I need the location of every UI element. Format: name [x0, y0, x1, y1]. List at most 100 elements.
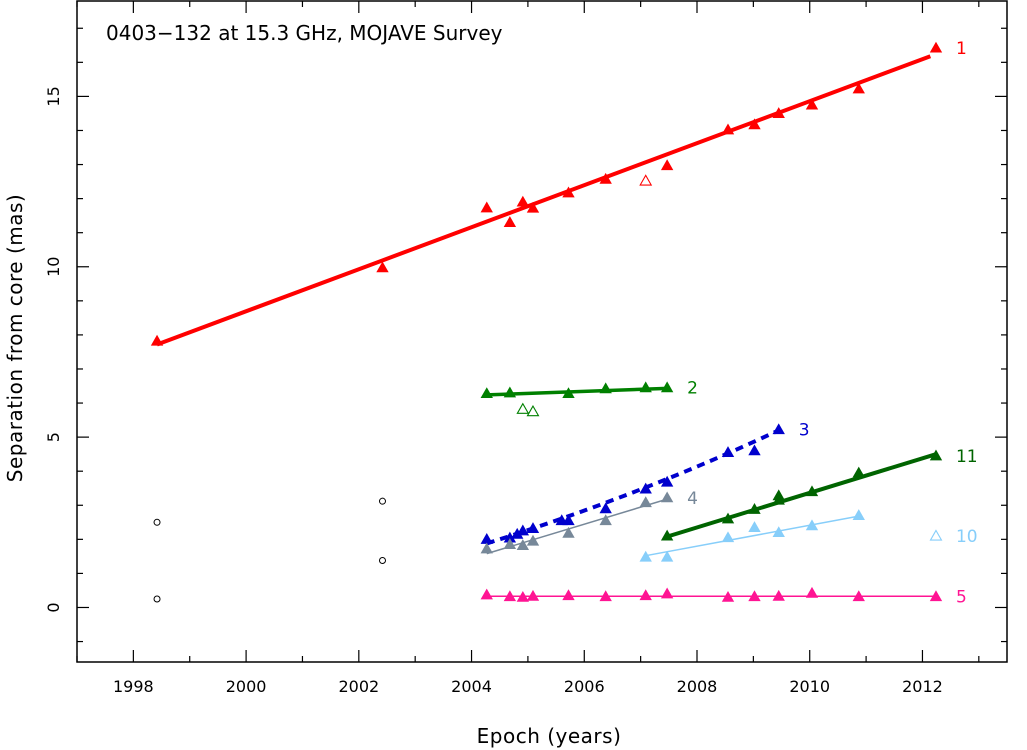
open-data-point-1 — [639, 174, 653, 186]
data-point-4 — [526, 534, 540, 546]
data-point-10 — [721, 531, 735, 543]
data-point-11 — [929, 449, 943, 461]
y-tick-label: 0 — [44, 602, 63, 612]
data-point-4 — [516, 539, 530, 550]
fit-line-3 — [486, 428, 780, 546]
open-data-point-10 — [929, 529, 943, 541]
data-point-3 — [639, 482, 652, 494]
fit-line-1 — [156, 54, 932, 347]
data-point-10 — [660, 550, 674, 562]
data-point-3 — [599, 502, 612, 514]
data-point-11 — [852, 466, 865, 478]
data-point-5 — [639, 589, 652, 601]
axis-ticks — [76, 1, 1007, 662]
component-label-1: 1 — [956, 39, 967, 59]
x-axis-title: Epoch (years) — [477, 724, 622, 748]
plot-frame — [76, 0, 1008, 663]
x-tick-label: 2010 — [789, 677, 830, 696]
data-point-4 — [480, 542, 493, 554]
data-point-5 — [929, 590, 943, 602]
data-point-10 — [748, 521, 761, 532]
data-point-1 — [503, 216, 517, 227]
data-point-1 — [516, 195, 530, 207]
data-point-11 — [805, 485, 819, 497]
data-point-1 — [150, 334, 164, 346]
data-point-11 — [721, 512, 735, 524]
data-point-10 — [772, 526, 785, 538]
component-label-2: 2 — [687, 379, 698, 399]
data-point-2 — [639, 381, 652, 393]
data-point-5 — [599, 590, 612, 602]
component-label-11: 11 — [956, 447, 978, 467]
data-point-5 — [480, 588, 493, 600]
fit-line-4 — [486, 498, 668, 555]
data-point-11 — [748, 503, 761, 514]
x-tick-label: 2008 — [677, 677, 718, 696]
open-data-point-2 — [516, 402, 530, 414]
data-point-4 — [639, 496, 652, 508]
data-point-1 — [480, 201, 493, 213]
data-point-2 — [480, 387, 493, 399]
x-tick-label: 2002 — [338, 677, 379, 696]
data-point-3 — [516, 524, 530, 536]
data-point-10 — [805, 519, 819, 531]
data-point-11 — [660, 529, 674, 541]
data-point-1 — [852, 82, 865, 94]
y-tick-label: 5 — [44, 432, 63, 442]
component-label-4: 4 — [687, 489, 698, 509]
data-point-10 — [639, 550, 652, 562]
x-tick-label: 2000 — [226, 677, 267, 696]
x-tick-label: 2006 — [564, 677, 605, 696]
data-point-1 — [772, 107, 785, 118]
fit-line-2 — [486, 386, 668, 397]
y-axis-title: Separation from core (mas) — [3, 194, 27, 482]
data-point-3 — [526, 522, 540, 533]
data-point-5 — [852, 590, 865, 602]
data-point-5 — [748, 590, 761, 602]
data-point-4 — [599, 514, 612, 526]
circle-point — [378, 556, 386, 564]
data-point-2 — [503, 386, 517, 398]
data-point-3 — [660, 475, 674, 487]
data-point-5 — [562, 589, 575, 601]
x-tick-label: 2004 — [451, 677, 492, 696]
component-label-3: 3 — [799, 421, 810, 441]
data-point-5 — [503, 590, 517, 602]
data-point-2 — [562, 387, 575, 399]
data-point-5 — [805, 586, 819, 598]
x-tick-label: 1998 — [113, 677, 154, 696]
data-point-5 — [721, 590, 735, 602]
data-point-3 — [721, 446, 735, 457]
data-point-3 — [748, 444, 761, 456]
data-point-1 — [376, 261, 389, 273]
data-point-5 — [660, 587, 674, 599]
data-point-1 — [660, 159, 674, 171]
data-point-3 — [562, 514, 575, 526]
data-point-3 — [772, 423, 785, 435]
data-point-1 — [748, 118, 761, 130]
data-point-11 — [772, 489, 785, 501]
chart-title: 0403−132 at 15.3 GHz, MOJAVE Survey — [106, 21, 503, 45]
circle-point — [378, 497, 386, 505]
open-data-point-2 — [526, 404, 540, 417]
data-point-1 — [805, 98, 819, 110]
data-point-1 — [562, 186, 575, 198]
data-point-4 — [660, 491, 674, 503]
component-label-10: 10 — [956, 527, 978, 547]
data-point-2 — [599, 382, 612, 394]
data-point-1 — [599, 172, 612, 184]
data-point-2 — [660, 381, 674, 393]
data-point-5 — [516, 590, 530, 602]
data-point-10 — [852, 509, 865, 521]
x-tick-label: 2012 — [902, 677, 943, 696]
fit-line-10 — [645, 515, 859, 557]
component-label-5: 5 — [956, 588, 967, 608]
tick-labels: 1998 2000 2002 2004 2006 2008 2010 2012 0 5 10 15 — [44, 86, 943, 696]
y-tick-label: 10 — [44, 257, 63, 277]
plot-area: 1 2 3 4 11 10 5 — [150, 39, 978, 608]
data-point-5 — [772, 589, 785, 601]
data-point-1 — [929, 41, 943, 53]
circle-point — [153, 518, 161, 526]
data-point-4 — [503, 538, 517, 549]
